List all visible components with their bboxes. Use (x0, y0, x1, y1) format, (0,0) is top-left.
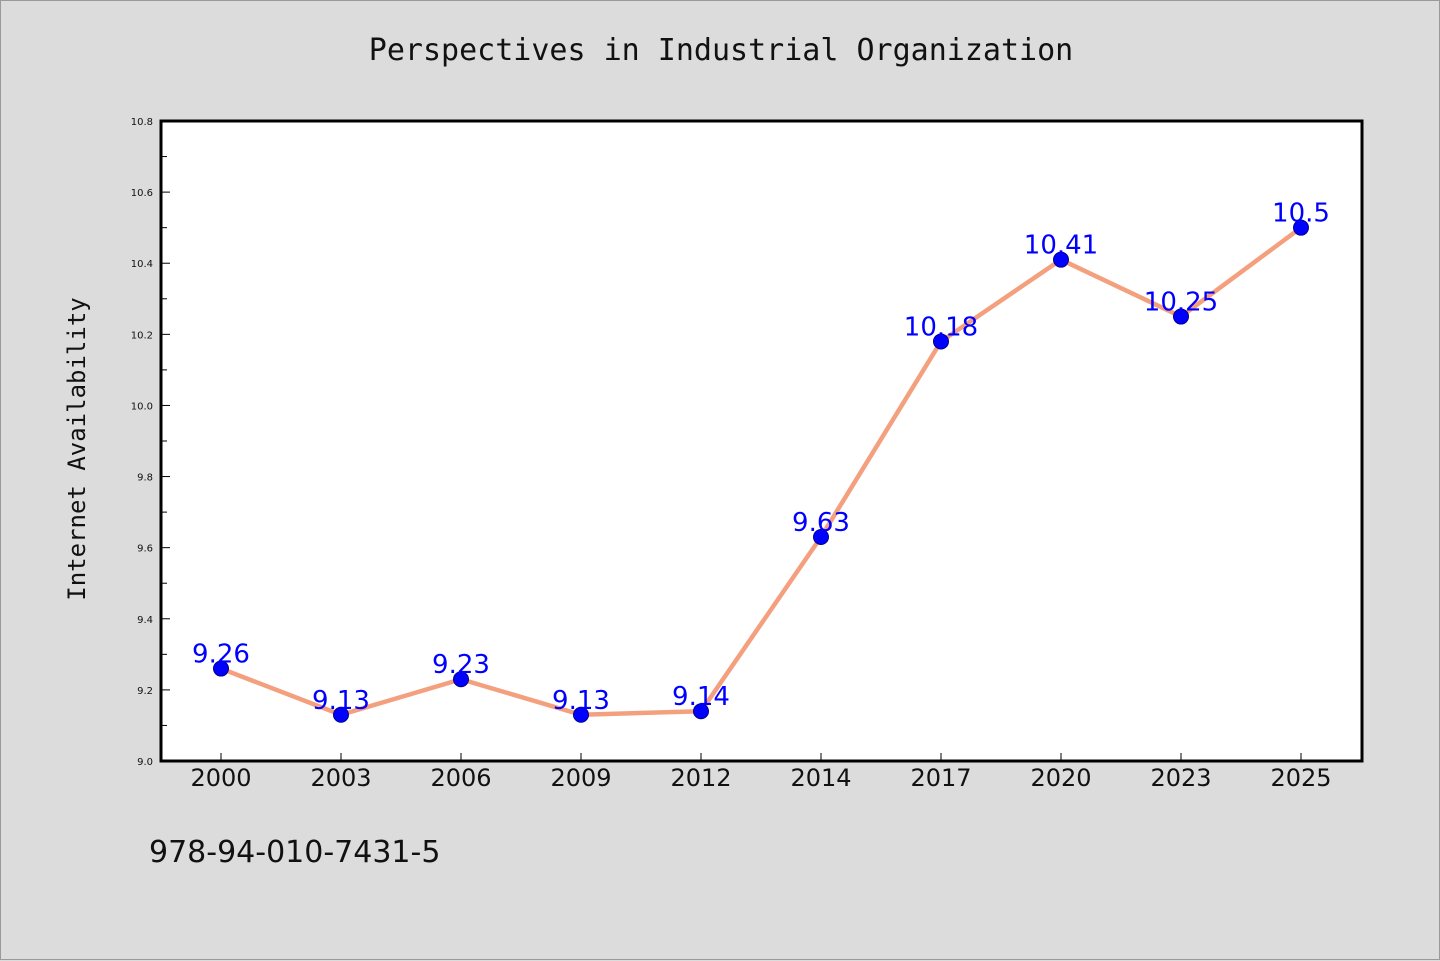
y-tick-label: 10.0 (131, 401, 153, 412)
data-point (213, 660, 229, 677)
data-point (693, 703, 709, 720)
series-line (220, 225, 1303, 718)
data-label: 9.14 (672, 682, 730, 712)
data-labels: 9.26 9.13 9.23 9.13 9.14 9.63 10.18 10.41 10.25 1… (192, 199, 1330, 716)
x-tick-label: 2003 (310, 764, 371, 792)
x-tick-label: 2014 (790, 764, 851, 792)
x-tick-label: 2023 (1150, 764, 1211, 792)
data-point (1173, 308, 1189, 325)
x-tick-label: 2017 (910, 764, 971, 792)
x-tick-label: 2006 (430, 764, 491, 792)
y-tick-label: 9.2 (137, 686, 153, 697)
data-label: 9.13 (552, 686, 610, 716)
chart-title: Perspectives in Industrial Organization (368, 33, 1074, 68)
data-point (453, 671, 469, 688)
data-label: 9.23 (432, 650, 490, 680)
data-label: 10.5 (1272, 199, 1330, 229)
data-label: 9.13 (312, 686, 370, 716)
x-tick-label: 2012 (670, 764, 731, 792)
y-tick-label: 9.8 (137, 473, 153, 484)
data-label: 10.25 (1144, 288, 1218, 318)
data-label: 9.26 (192, 640, 250, 670)
y-tick-label: 10.4 (131, 259, 153, 270)
plot-frame (159, 119, 1364, 763)
data-point (813, 529, 829, 545)
x-tick-label: 2000 (190, 764, 251, 792)
data-label: 10.41 (1024, 231, 1098, 261)
y-tick-label: 9.4 (137, 615, 153, 626)
data-point (1053, 251, 1069, 268)
plot-area (161, 121, 1362, 761)
data-point (573, 706, 589, 723)
y-tick-label: 9.0 (137, 757, 153, 768)
series-markers (213, 219, 1309, 723)
y-tick-label: 10.2 (131, 330, 153, 341)
x-axis-ticks: 2000 2003 2006 2009 2012 2014 2017 2020 2023 2025 (190, 753, 1332, 792)
data-label: 10.18 (904, 312, 978, 342)
x-tick-label: 2020 (1030, 764, 1091, 792)
data-point (333, 706, 349, 723)
y-tick-label: 9.6 (137, 544, 153, 555)
x-tick-label: 2025 (1270, 764, 1331, 792)
y-tick-label: 10.8 (131, 117, 153, 128)
data-label: 9.63 (792, 508, 850, 538)
isbn-code: 978-94-010-7431-5 (149, 835, 441, 870)
data-point (1293, 219, 1309, 236)
data-point (933, 333, 949, 350)
y-tick-label: 10.6 (131, 188, 153, 199)
x-tick-label: 2009 (550, 764, 611, 792)
